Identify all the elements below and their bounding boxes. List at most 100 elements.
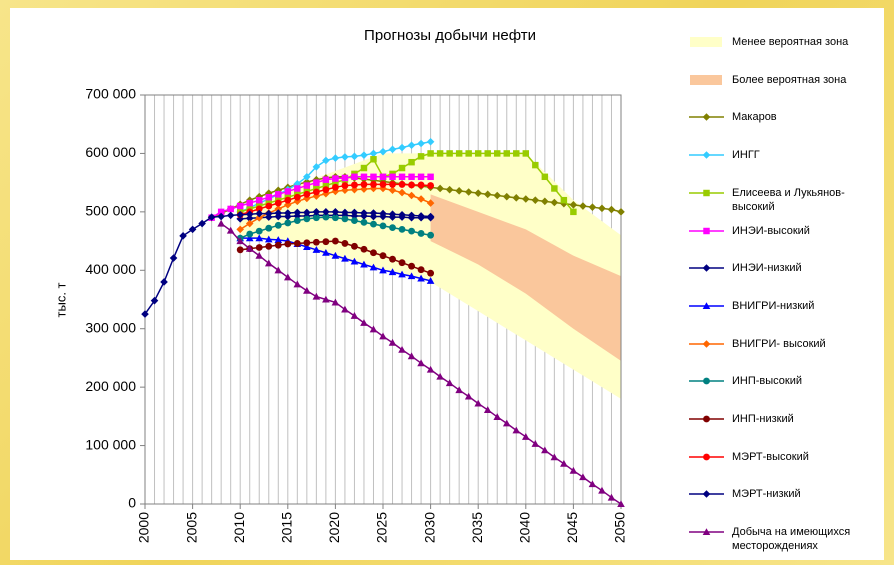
marker xyxy=(465,150,472,157)
marker xyxy=(455,187,463,195)
marker xyxy=(303,173,311,181)
marker xyxy=(398,164,406,172)
marker xyxy=(607,493,616,501)
legend-swatch xyxy=(689,453,724,461)
marker xyxy=(427,182,435,189)
marker xyxy=(360,151,368,159)
marker xyxy=(703,377,710,385)
marker xyxy=(188,225,197,234)
zone-area xyxy=(430,194,621,361)
marker xyxy=(350,312,359,319)
marker xyxy=(541,173,549,181)
legend-label: ИНГГ xyxy=(732,149,760,162)
marker xyxy=(389,180,396,188)
marker xyxy=(360,319,368,326)
marker xyxy=(702,339,711,348)
marker xyxy=(436,184,444,193)
marker xyxy=(141,310,149,318)
marker xyxy=(408,227,415,235)
marker xyxy=(417,173,425,181)
chart-title: Прогнозы добычи нефти xyxy=(364,27,536,44)
legend-label: Более вероятная зона xyxy=(732,73,847,86)
marker xyxy=(417,153,425,160)
marker xyxy=(417,274,425,282)
marker xyxy=(427,269,435,277)
marker xyxy=(331,183,339,191)
marker xyxy=(560,459,568,467)
marker xyxy=(436,150,444,157)
marker xyxy=(388,268,397,276)
marker xyxy=(264,235,273,243)
marker xyxy=(255,213,264,222)
marker xyxy=(274,199,282,207)
marker xyxy=(513,150,520,157)
marker xyxy=(236,225,244,234)
marker xyxy=(332,179,339,186)
legend-item: ИНГГ xyxy=(688,148,888,162)
legend-zone xyxy=(690,37,722,47)
marker xyxy=(579,202,587,210)
marker xyxy=(407,191,416,200)
marker xyxy=(570,208,577,216)
marker xyxy=(388,210,397,218)
x-tick-label: 2045 xyxy=(564,512,580,543)
marker xyxy=(350,152,359,161)
marker xyxy=(331,154,340,162)
marker xyxy=(407,211,416,220)
marker xyxy=(265,224,273,232)
marker xyxy=(427,173,434,181)
marker xyxy=(312,192,321,200)
y-tick-label: 200 000 xyxy=(85,378,136,394)
marker xyxy=(369,149,378,158)
marker xyxy=(284,201,292,209)
marker xyxy=(350,257,359,265)
marker xyxy=(256,196,263,204)
marker xyxy=(702,528,711,536)
marker xyxy=(588,480,597,488)
legend: Менее вероятная зона Более вероятная зона… xyxy=(688,0,888,565)
marker xyxy=(322,182,330,189)
marker xyxy=(312,214,320,222)
marker xyxy=(379,332,387,340)
marker xyxy=(494,150,501,157)
marker xyxy=(379,147,387,156)
marker xyxy=(532,161,539,169)
marker xyxy=(341,182,349,189)
marker xyxy=(341,215,349,223)
marker xyxy=(293,239,301,247)
marker xyxy=(303,239,311,247)
marker xyxy=(702,264,711,272)
marker xyxy=(379,266,387,274)
marker xyxy=(312,208,321,216)
marker xyxy=(169,254,178,262)
marker xyxy=(255,244,263,251)
marker xyxy=(312,163,321,171)
marker xyxy=(322,238,330,246)
marker xyxy=(445,185,454,194)
marker xyxy=(417,195,425,203)
marker xyxy=(150,296,159,305)
marker xyxy=(303,208,311,217)
marker xyxy=(303,215,311,223)
marker xyxy=(322,189,330,198)
marker xyxy=(226,211,235,220)
marker xyxy=(217,212,225,221)
marker xyxy=(703,189,710,197)
marker xyxy=(388,186,397,195)
y-axis-label: тыс. т xyxy=(53,282,68,317)
marker xyxy=(617,500,625,508)
marker xyxy=(455,150,463,157)
marker xyxy=(350,185,359,194)
marker xyxy=(426,137,435,146)
marker xyxy=(417,212,425,220)
marker xyxy=(303,190,311,198)
legend-item: ИНП-высокий xyxy=(688,374,888,388)
marker xyxy=(408,158,415,166)
marker xyxy=(550,198,559,207)
marker xyxy=(226,226,235,234)
marker xyxy=(369,325,378,333)
marker xyxy=(160,278,168,286)
marker xyxy=(702,490,711,499)
marker xyxy=(274,236,283,243)
marker xyxy=(312,246,321,253)
